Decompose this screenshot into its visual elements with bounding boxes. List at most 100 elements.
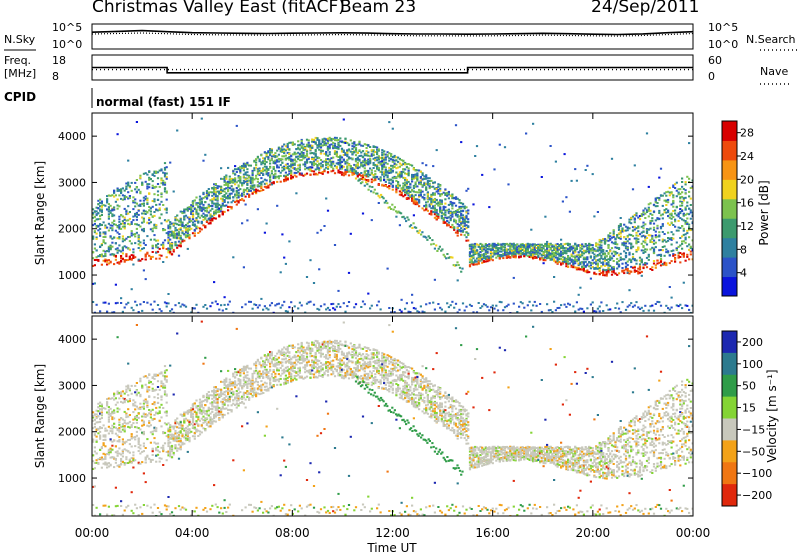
power-echo-cell <box>607 235 610 238</box>
power-echo-cell <box>132 256 135 258</box>
power-echo-cell <box>179 210 182 213</box>
power-echo-cell <box>342 118 345 121</box>
power-echo-cell <box>547 244 550 247</box>
power-echo-cell <box>244 178 247 181</box>
power-echo-cell <box>95 218 98 221</box>
power-echo-cell <box>104 224 107 227</box>
power-echo-cell <box>109 211 112 214</box>
power-echo-cell <box>423 175 426 178</box>
power-echo-cell <box>293 305 296 308</box>
power-echo-cell <box>647 185 650 188</box>
power-echo-cell <box>326 142 330 145</box>
power-echo-cell <box>367 163 370 166</box>
power-echo-cell <box>174 217 177 220</box>
power-echo-cell <box>454 221 458 224</box>
power-echo-cell <box>404 177 407 179</box>
power-echo-cell <box>193 224 196 227</box>
power-echo-cell <box>104 253 107 256</box>
power-echo-cell <box>202 203 205 206</box>
power-echo-cell <box>451 211 454 214</box>
power-echo-cell <box>439 208 442 211</box>
power-echo-cell <box>521 243 524 245</box>
power-echo-cell <box>672 249 675 252</box>
power-echo-cell <box>602 250 605 253</box>
power-echo-cell <box>658 239 661 242</box>
power-echo-cell <box>270 158 273 161</box>
power-echo-cell <box>472 251 475 254</box>
power-echo-cell <box>558 254 561 257</box>
power-echo-cell <box>584 265 587 267</box>
power-echo-cell <box>276 159 279 162</box>
power-echo-cell <box>502 253 505 255</box>
power-echo-cell <box>283 148 286 151</box>
power-echo-cell <box>544 215 547 218</box>
power-echo-cell <box>621 267 624 269</box>
power-echo-cell <box>414 194 417 197</box>
power-echo-cell <box>507 303 510 306</box>
power-echo-cell <box>125 237 128 240</box>
power-echo-cell <box>209 213 212 216</box>
power-echo-cell <box>391 156 394 158</box>
power-echo-cell <box>370 172 373 175</box>
power-echo-cell <box>137 238 140 241</box>
power-echo-cell <box>581 247 584 250</box>
power-echo-cell <box>304 156 307 159</box>
power-echo-cell <box>365 162 368 165</box>
power-echo-cell <box>463 220 466 222</box>
power-echo-cell <box>232 256 235 259</box>
power-echo-cell <box>589 277 592 280</box>
power-echo-cell <box>596 267 599 270</box>
power-echo-cell <box>123 260 126 263</box>
power-echo-cell <box>263 163 266 165</box>
power-echo-cell <box>577 254 580 257</box>
power-echo-cell <box>540 176 543 178</box>
power-echo-cell <box>635 262 638 265</box>
power-echo-cell <box>369 167 372 170</box>
power-echo-cell <box>493 253 496 256</box>
power-echo-cell <box>405 186 408 188</box>
power-echo-cell <box>230 189 233 192</box>
power-echo-cell <box>495 251 498 254</box>
power-echo-cell <box>309 173 312 176</box>
power-echo-cell <box>472 262 475 265</box>
power-echo-cell <box>290 301 293 304</box>
power-echo-cell <box>609 268 612 271</box>
power-echo-cell <box>344 173 347 176</box>
power-echo-cell <box>409 194 412 197</box>
power-echo-cell <box>525 132 528 135</box>
power-echo-cell <box>414 181 417 184</box>
power-echo-cell <box>104 232 107 235</box>
power-echo-cell <box>291 162 294 165</box>
power-echo-cell <box>116 301 119 304</box>
power-echo-cell <box>516 246 519 249</box>
power-echo-cell <box>621 227 624 230</box>
power-echo-cell <box>558 257 561 260</box>
power-echo-cell <box>332 167 335 170</box>
power-echo-cell <box>270 172 273 175</box>
power-echo-cell <box>654 197 657 200</box>
power-echo-cell <box>207 218 210 221</box>
power-echo-cell <box>186 216 189 219</box>
power-echo-cell <box>416 191 419 194</box>
power-echo-cell <box>435 149 438 152</box>
power-echo-cell <box>407 189 410 192</box>
power-echo-cell <box>384 161 387 164</box>
power-echo-cell <box>519 255 522 258</box>
power-echo-cell <box>670 214 673 217</box>
power-echo-cell <box>390 155 393 158</box>
power-echo-cell <box>616 267 619 270</box>
power-echo-cell <box>125 259 128 262</box>
power-echo-cell <box>404 163 407 166</box>
power-echo-cell <box>195 203 198 206</box>
power-echo-cell <box>149 207 152 210</box>
power-echo-cell <box>446 217 449 220</box>
power-echo-cell <box>630 265 633 268</box>
power-echo-cell <box>114 223 117 226</box>
power-echo-cell <box>546 250 549 253</box>
power-echo-cell <box>518 256 521 259</box>
power-echo-cell <box>546 240 549 243</box>
power-echo-cell <box>297 147 300 150</box>
power-echo-cell <box>617 229 621 231</box>
power-echo-cell <box>209 305 212 308</box>
power-echo-cell <box>162 229 165 232</box>
